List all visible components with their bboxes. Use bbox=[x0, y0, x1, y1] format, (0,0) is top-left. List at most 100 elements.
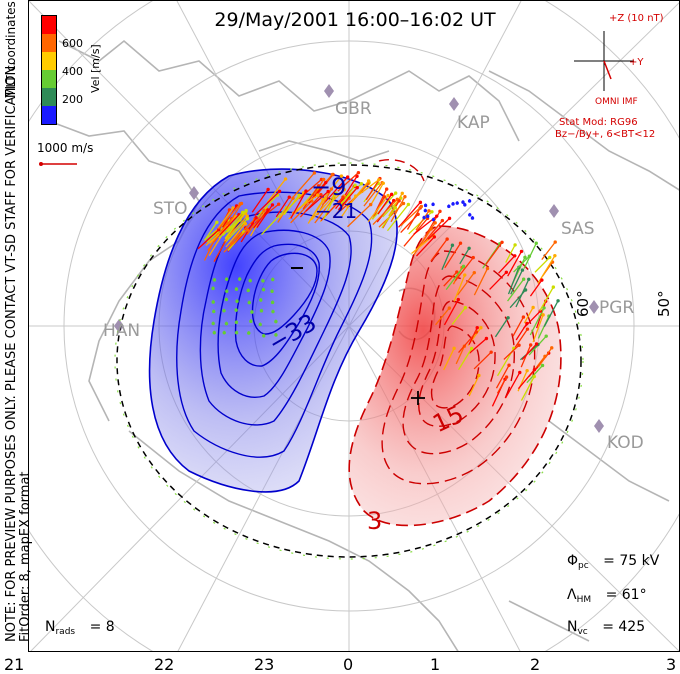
vector-origin bbox=[330, 172, 334, 177]
vector-origin bbox=[406, 202, 411, 207]
vector-origin bbox=[418, 200, 423, 205]
vector-origin bbox=[334, 191, 338, 195]
vector-origin bbox=[274, 319, 278, 324]
velocity-vector bbox=[339, 175, 358, 204]
vector-origin bbox=[419, 204, 424, 209]
vector-origin bbox=[381, 181, 385, 186]
imf-source: OMNI IMF bbox=[595, 97, 638, 107]
vector-origin bbox=[386, 193, 390, 198]
vector-origin bbox=[261, 279, 265, 283]
vector-origin bbox=[224, 277, 229, 281]
velocity-vector bbox=[469, 337, 487, 354]
velocity-vector bbox=[537, 255, 556, 284]
velocity-vector bbox=[223, 218, 248, 245]
vector-origin bbox=[355, 185, 359, 190]
preview-note: NOTE: FOR PREVIEW PURPOSES ONLY. PLEASE … bbox=[4, 22, 19, 642]
latitude-label-50: 50° bbox=[655, 290, 673, 317]
vector-origin bbox=[276, 202, 281, 206]
vector-origin bbox=[450, 243, 455, 247]
velocity-vector bbox=[322, 176, 349, 206]
station-gbr: GBR bbox=[335, 99, 372, 119]
vector-origin bbox=[470, 216, 475, 220]
vector-origin bbox=[513, 254, 517, 258]
mlt-label-21: 21 bbox=[4, 655, 25, 674]
velocity-vector bbox=[381, 207, 396, 229]
velocity-vector bbox=[314, 197, 335, 224]
vector-origin bbox=[321, 177, 326, 182]
velocity-vector bbox=[302, 185, 320, 210]
vector-origin bbox=[477, 373, 481, 378]
vector-origin bbox=[397, 199, 401, 203]
velocity-vector bbox=[212, 207, 234, 237]
velocity-vector bbox=[512, 316, 524, 337]
vector-origin bbox=[451, 202, 455, 206]
velocity-vector bbox=[363, 182, 383, 207]
vector-origin bbox=[518, 370, 522, 375]
velocity-vector bbox=[377, 193, 393, 215]
colorbar-segment bbox=[42, 16, 56, 34]
vector-origin bbox=[525, 368, 529, 373]
velocity-vector bbox=[455, 345, 465, 365]
vector-origin bbox=[431, 202, 435, 207]
vector-origin bbox=[377, 178, 381, 182]
vector-origin bbox=[274, 333, 278, 337]
velocity-vector bbox=[367, 195, 389, 223]
vector-origin bbox=[261, 287, 266, 292]
vector-origin bbox=[283, 177, 288, 181]
velocity-vector bbox=[459, 247, 470, 265]
colorbar-tick-200: 200 bbox=[62, 93, 83, 106]
vector-origin bbox=[455, 201, 459, 205]
vector-origin bbox=[504, 270, 509, 274]
station-sas: SAS bbox=[561, 219, 595, 239]
vector-origin bbox=[287, 195, 291, 199]
velocity-vector bbox=[443, 271, 458, 287]
vector-origin bbox=[458, 241, 463, 245]
vector-origin bbox=[247, 300, 251, 305]
vector-origin bbox=[321, 198, 325, 202]
mlt-label-2: 2 bbox=[530, 655, 541, 674]
velocity-vector bbox=[225, 223, 246, 248]
velocity-vector bbox=[365, 178, 381, 201]
velocity-vector bbox=[507, 267, 520, 295]
vector-origin bbox=[259, 298, 263, 302]
velocity-vector bbox=[219, 214, 240, 236]
heppner-maynard-boundary bbox=[116, 164, 582, 558]
vector-origin bbox=[551, 285, 556, 289]
vector-origin bbox=[211, 300, 215, 304]
velocity-vector bbox=[422, 220, 443, 245]
vector-origin bbox=[342, 187, 346, 192]
velocity-vector bbox=[458, 331, 477, 353]
velocity-vector bbox=[254, 190, 281, 216]
vector-origin bbox=[463, 273, 467, 277]
velocity-vector bbox=[520, 376, 535, 401]
velocity-vector bbox=[388, 193, 403, 217]
vector-origin bbox=[254, 216, 258, 220]
vector-origin bbox=[316, 193, 320, 197]
vector-origin bbox=[520, 268, 525, 272]
velocity-vector bbox=[495, 364, 510, 389]
vector-origin bbox=[507, 363, 511, 367]
vector-origin bbox=[244, 208, 248, 213]
velocity-vector bbox=[453, 274, 466, 302]
contour-label-3: 3 bbox=[367, 507, 383, 535]
station-sto: STO bbox=[153, 199, 188, 219]
velocity-vector bbox=[299, 194, 322, 218]
velocity-vector bbox=[517, 369, 535, 390]
vector-origin bbox=[463, 203, 467, 207]
velocity-vector bbox=[275, 196, 290, 218]
velocity-vector bbox=[496, 376, 508, 394]
contour-label-minus9: −9 bbox=[311, 173, 347, 201]
velocity-colorbar bbox=[41, 15, 57, 125]
vector-origin bbox=[532, 374, 536, 379]
vector-origin bbox=[248, 279, 252, 283]
vector-origin bbox=[472, 270, 476, 275]
velocity-vector bbox=[441, 244, 454, 271]
velocity-vector bbox=[498, 255, 516, 274]
preview-note-text: NOTE: FOR PREVIEW PURPOSES ONLY. PLEASE … bbox=[4, 61, 19, 642]
map-frame: 29/May/2001 16:00–16:02 UT 600 400 200 V… bbox=[28, 0, 680, 652]
imf-scale-label: +Z (10 nT) bbox=[609, 13, 664, 24]
vector-origin bbox=[489, 350, 493, 354]
vector-origin bbox=[262, 208, 266, 212]
station-kap: KAP bbox=[457, 113, 490, 133]
vector-origin bbox=[534, 241, 538, 245]
